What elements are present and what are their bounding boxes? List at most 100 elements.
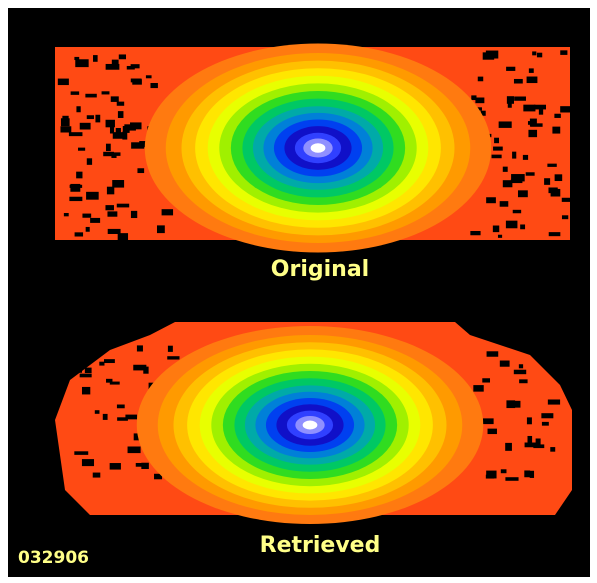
speckle [475, 98, 484, 104]
speckle [99, 362, 104, 366]
retrieved-image [55, 322, 572, 524]
speckle [111, 96, 119, 102]
speckle [102, 91, 110, 94]
speckle [503, 180, 513, 187]
speckle [93, 55, 98, 62]
speckle [560, 106, 573, 112]
speckle [500, 201, 509, 207]
speckle [520, 224, 525, 229]
speckle [506, 400, 515, 408]
speckle [562, 198, 575, 202]
speckle [528, 130, 537, 137]
speckle [548, 399, 560, 404]
speckle [74, 57, 79, 60]
speckle [499, 121, 512, 127]
label-retrieved: Retrieved [260, 533, 381, 558]
speckle [150, 83, 157, 88]
speckle [146, 75, 152, 78]
speckle [494, 138, 499, 143]
speckle [87, 158, 92, 165]
speckle [110, 463, 121, 470]
speckle [103, 414, 108, 420]
speckle [106, 120, 115, 128]
speckle [95, 115, 100, 123]
speckle [162, 209, 173, 215]
speckle [85, 368, 92, 373]
speckle [483, 52, 494, 59]
speckle [527, 436, 532, 443]
speckle [505, 443, 512, 451]
speckle [560, 50, 567, 55]
speckle [501, 469, 507, 473]
speckle [76, 172, 82, 179]
image-id: 032906 [18, 548, 89, 568]
speckle [168, 346, 173, 352]
speckle [552, 127, 560, 134]
speckle [506, 67, 515, 71]
speckle [519, 364, 523, 368]
speckle [93, 473, 101, 478]
speckle [511, 180, 523, 183]
speckle [505, 477, 518, 481]
speckle [506, 221, 518, 229]
speckle [70, 184, 80, 192]
speckle [524, 470, 530, 477]
speckle [74, 451, 88, 455]
speckle [488, 429, 497, 434]
speckle [549, 232, 561, 236]
speckle [523, 155, 528, 160]
speckle [125, 415, 137, 420]
speckle [473, 385, 483, 392]
speckle [80, 123, 91, 130]
speckle [507, 96, 514, 104]
speckle [523, 105, 535, 112]
speckle [64, 213, 69, 216]
speckle [107, 152, 120, 156]
speckle [128, 446, 141, 453]
speckle [519, 379, 527, 383]
speckle [541, 413, 553, 418]
speckle [500, 361, 510, 367]
speckle [483, 418, 494, 424]
speckle [550, 447, 555, 452]
speckle [71, 91, 80, 94]
speckle [131, 211, 137, 218]
speckle [530, 123, 542, 126]
speckle [106, 64, 120, 70]
speckle [492, 155, 502, 159]
speckle [117, 405, 125, 409]
speckle [547, 164, 556, 167]
speckle [141, 463, 149, 469]
speckle [78, 148, 85, 151]
speckle [143, 367, 148, 374]
speckle [69, 197, 82, 201]
speckle [118, 233, 128, 240]
speckle [136, 463, 142, 467]
figure: Original Retrieved 032906 [0, 0, 597, 583]
speckle [87, 115, 94, 119]
speckle [104, 359, 115, 363]
speckle [107, 187, 114, 195]
speckle [137, 345, 143, 351]
speckle [482, 378, 490, 382]
speckle [513, 210, 521, 213]
speckle [527, 77, 538, 84]
speckle [86, 192, 99, 200]
speckle [514, 96, 526, 100]
speckle [535, 348, 544, 352]
speckle [487, 351, 499, 356]
speckle [514, 370, 526, 374]
speckle [493, 226, 499, 233]
speckle [127, 66, 135, 70]
speckle [118, 111, 124, 118]
speckle [526, 172, 535, 175]
speckle [90, 218, 100, 223]
speckle [551, 189, 561, 197]
speckle [530, 471, 534, 478]
speckle [130, 122, 142, 129]
speckle [112, 180, 124, 188]
speckle [110, 382, 120, 385]
speckle [486, 475, 494, 479]
speckle [544, 178, 550, 185]
speckle [493, 147, 503, 151]
